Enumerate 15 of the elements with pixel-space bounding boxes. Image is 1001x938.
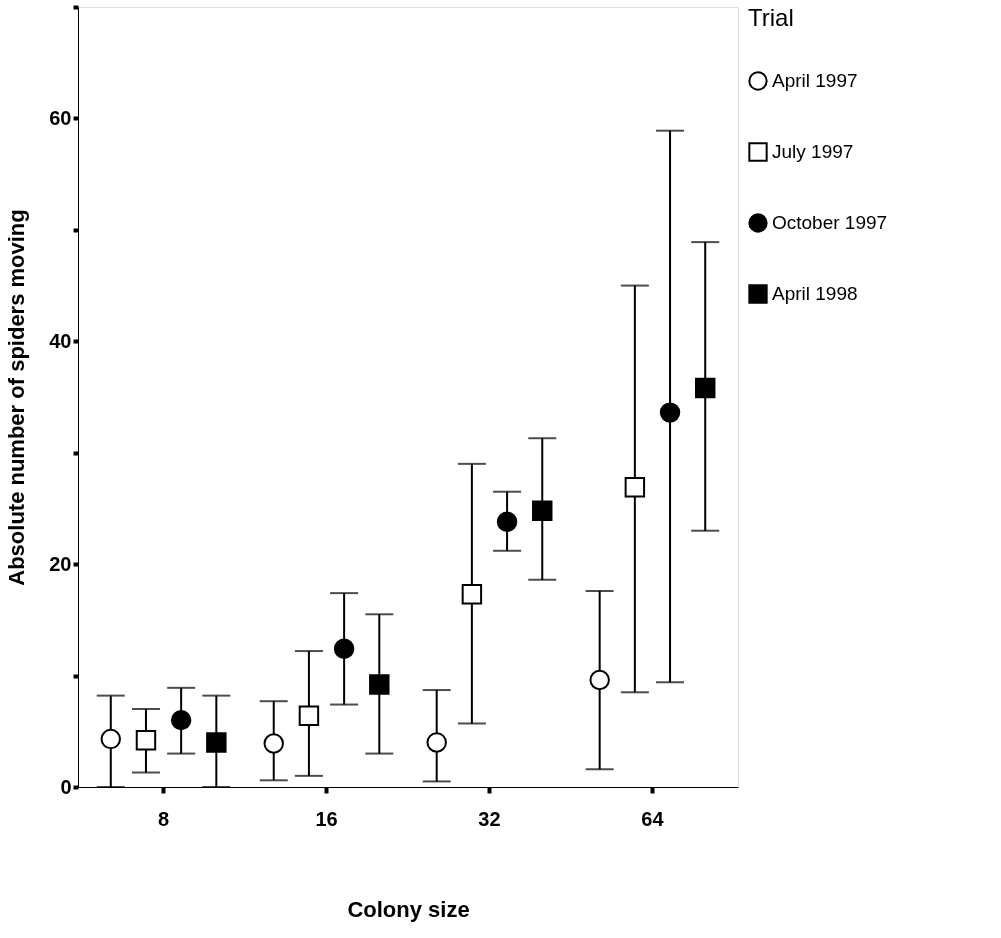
y-tick-label: 40: [49, 329, 72, 352]
x-tick-label: 8: [157, 807, 170, 830]
x-tick-label: 16: [315, 807, 338, 830]
y-tick-label: 20: [49, 552, 72, 575]
legend-label: July 1997: [772, 141, 854, 162]
y-tick-label: 0: [60, 775, 72, 798]
y-axis-title: Absolute number of spiders moving: [4, 209, 30, 586]
legend-label: October 1997: [772, 212, 888, 233]
x-tick-label: 64: [641, 807, 665, 830]
legend-label: April 1997: [772, 70, 858, 91]
x-axis-title: Colony size: [347, 896, 470, 922]
legend-title: Trial: [748, 4, 794, 31]
x-tick-label: 32: [478, 807, 501, 830]
y-tick-label: 60: [49, 106, 72, 129]
legend-label: April 1998: [772, 283, 858, 304]
